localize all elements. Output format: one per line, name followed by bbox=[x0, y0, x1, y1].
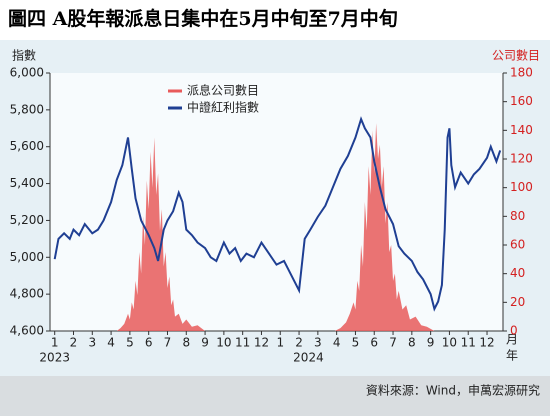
x-tick-label: 1 bbox=[276, 336, 284, 350]
x-tick-label: 4 bbox=[107, 336, 115, 350]
x-tick-label: 6 bbox=[145, 336, 153, 350]
plot-area bbox=[50, 73, 503, 331]
x-tick-label: 6 bbox=[370, 336, 378, 350]
y2-axis-label: 公司數目 bbox=[492, 49, 540, 63]
y2-tick-label: 60 bbox=[510, 238, 525, 252]
y2-tick-label: 140 bbox=[510, 123, 533, 137]
x-tick-label: 10 bbox=[442, 336, 457, 350]
y-tick-label: 5,200 bbox=[10, 213, 44, 227]
y-axis-label: 指數 bbox=[12, 48, 36, 63]
x-tick-label: 8 bbox=[182, 336, 190, 350]
y-tick-label: 5,600 bbox=[10, 139, 44, 153]
year-label: 2024 bbox=[293, 351, 324, 365]
legend-label: 中證紅利指數 bbox=[187, 100, 259, 115]
x-tick-label: 8 bbox=[408, 336, 416, 350]
chart-title: 圖四 A股年報派息日集中在5月中旬至7月中旬 bbox=[8, 7, 398, 30]
x-tick-label: 4 bbox=[333, 336, 341, 350]
y2-tick-label: 20 bbox=[510, 295, 525, 309]
y2-tick-label: 120 bbox=[510, 152, 533, 166]
area bbox=[116, 123, 435, 332]
y2-tick-label: 80 bbox=[510, 209, 525, 223]
x-tick-label: 5 bbox=[352, 336, 360, 350]
x-tick-label: 9 bbox=[427, 336, 435, 350]
x-tick-label: 2 bbox=[295, 336, 303, 350]
year-label: 2023 bbox=[39, 351, 70, 365]
y-tick-label: 4,600 bbox=[10, 324, 44, 338]
title-bar bbox=[0, 0, 550, 40]
x-tick-label: 7 bbox=[164, 336, 172, 350]
y2-tick-label: 180 bbox=[510, 66, 533, 80]
line bbox=[53, 116, 502, 312]
y-tick-label: 6,000 bbox=[10, 66, 44, 80]
y-tick-label: 5,400 bbox=[10, 176, 44, 190]
source-bar bbox=[0, 376, 550, 416]
y2-tick-label: 0 bbox=[510, 324, 518, 338]
source: 資料來源：Wind，申萬宏源研究 bbox=[366, 383, 540, 398]
x-tick-label: 12 bbox=[479, 336, 494, 350]
x-tick-label: 11 bbox=[235, 336, 250, 350]
x-tick-label: 9 bbox=[201, 336, 209, 350]
y2-tick-label: 160 bbox=[510, 94, 533, 108]
year-unit-label: 年 bbox=[506, 349, 518, 363]
x-tick-label: 2 bbox=[70, 336, 78, 350]
legend-label: 派息公司數目 bbox=[187, 83, 259, 98]
x-tick-label: 5 bbox=[126, 336, 134, 350]
x-tick-label: 7 bbox=[389, 336, 397, 350]
x-unit-label: 月 bbox=[506, 333, 518, 347]
y2-tick-label: 100 bbox=[510, 180, 533, 194]
x-tick-label: 1 bbox=[51, 336, 59, 350]
x-tick-label: 3 bbox=[314, 336, 322, 350]
y-tick-label: 5,000 bbox=[10, 250, 44, 264]
x-tick-label: 11 bbox=[461, 336, 476, 350]
y2-tick-label: 40 bbox=[510, 266, 525, 280]
x-tick-label: 3 bbox=[88, 336, 96, 350]
y-tick-label: 5,800 bbox=[10, 102, 44, 116]
x-tick-label: 10 bbox=[216, 336, 231, 350]
y-tick-label: 4,800 bbox=[10, 287, 44, 301]
x-tick-label: 12 bbox=[254, 336, 269, 350]
